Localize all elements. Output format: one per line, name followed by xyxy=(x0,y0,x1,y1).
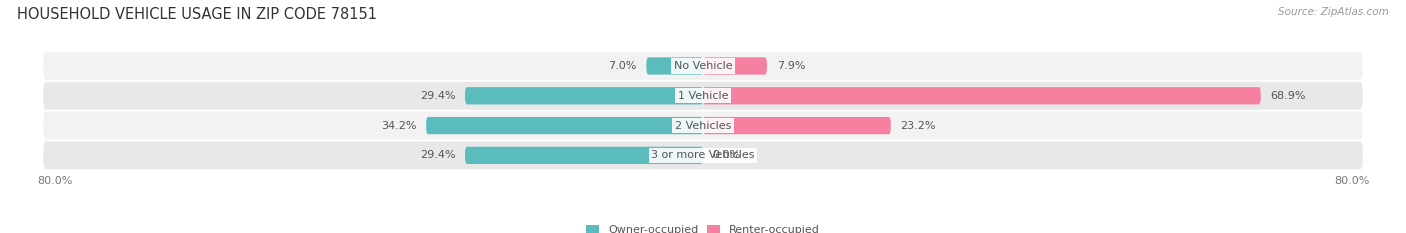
FancyBboxPatch shape xyxy=(44,141,1362,169)
Text: HOUSEHOLD VEHICLE USAGE IN ZIP CODE 78151: HOUSEHOLD VEHICLE USAGE IN ZIP CODE 7815… xyxy=(17,7,377,22)
FancyBboxPatch shape xyxy=(647,57,703,75)
FancyBboxPatch shape xyxy=(426,117,703,134)
Text: 23.2%: 23.2% xyxy=(900,120,936,130)
Text: 68.9%: 68.9% xyxy=(1271,91,1306,101)
Text: 2 Vehicles: 2 Vehicles xyxy=(675,120,731,130)
Text: 29.4%: 29.4% xyxy=(419,91,456,101)
Text: No Vehicle: No Vehicle xyxy=(673,61,733,71)
FancyBboxPatch shape xyxy=(703,57,766,75)
FancyBboxPatch shape xyxy=(703,87,1261,104)
Legend: Owner-occupied, Renter-occupied: Owner-occupied, Renter-occupied xyxy=(581,220,825,233)
FancyBboxPatch shape xyxy=(44,82,1362,110)
Text: 7.9%: 7.9% xyxy=(776,61,806,71)
Text: 80.0%: 80.0% xyxy=(37,176,72,186)
Text: 34.2%: 34.2% xyxy=(381,120,416,130)
Text: 7.0%: 7.0% xyxy=(609,61,637,71)
FancyBboxPatch shape xyxy=(703,117,891,134)
Text: 0.0%: 0.0% xyxy=(713,150,741,160)
Text: Source: ZipAtlas.com: Source: ZipAtlas.com xyxy=(1278,7,1389,17)
Text: 80.0%: 80.0% xyxy=(1334,176,1369,186)
FancyBboxPatch shape xyxy=(44,112,1362,140)
FancyBboxPatch shape xyxy=(465,147,703,164)
FancyBboxPatch shape xyxy=(44,52,1362,80)
FancyBboxPatch shape xyxy=(465,87,703,104)
Text: 29.4%: 29.4% xyxy=(419,150,456,160)
Text: 3 or more Vehicles: 3 or more Vehicles xyxy=(651,150,755,160)
Text: 1 Vehicle: 1 Vehicle xyxy=(678,91,728,101)
